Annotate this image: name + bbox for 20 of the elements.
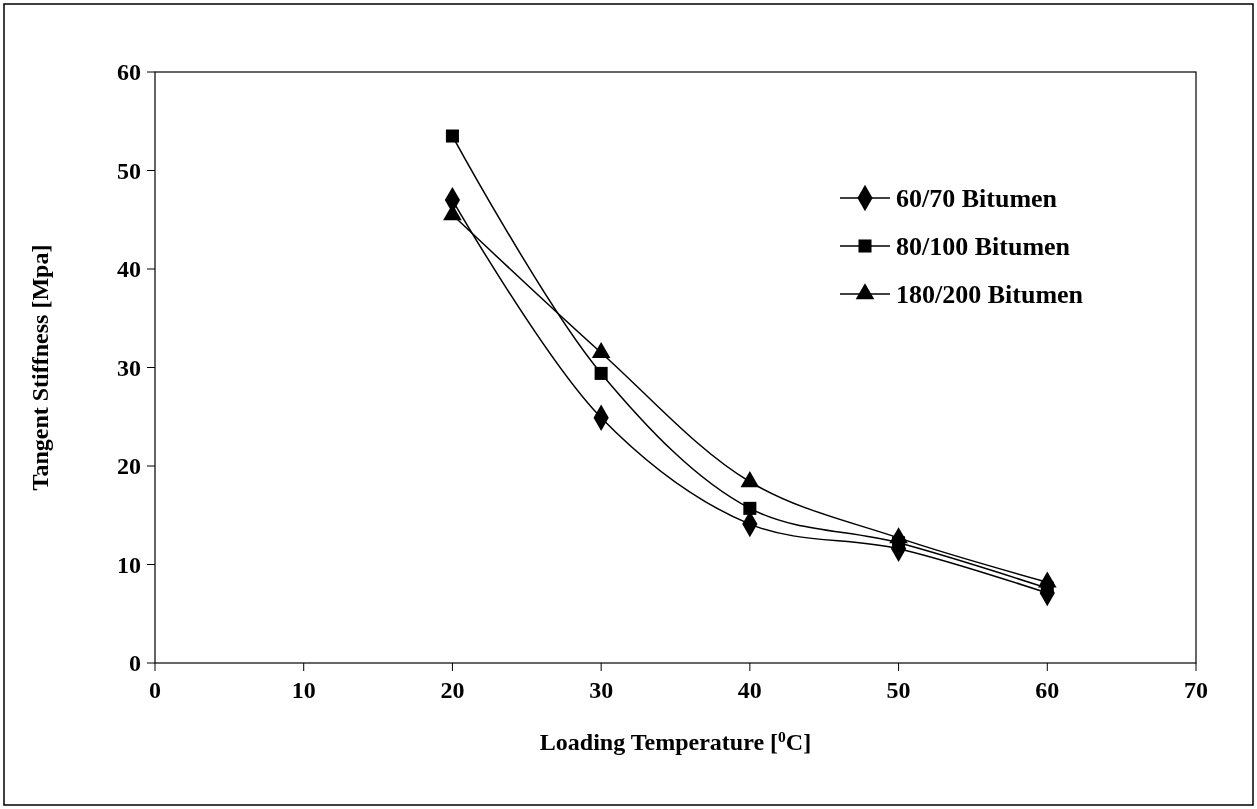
x-tick-label: 50 (886, 677, 911, 703)
x-tick-label: 0 (149, 677, 161, 703)
y-tick-label: 10 (117, 551, 141, 578)
y-axis-title: Tangent Stiffness [Mpa] (27, 244, 53, 491)
x-tick-label: 40 (737, 677, 762, 703)
y-tick-label: 0 (129, 650, 141, 676)
y-tick-label: 50 (117, 157, 141, 184)
x-tick-label: 30 (589, 677, 614, 703)
x-tick-label: 60 (1035, 677, 1060, 703)
legend-label: 80/100 Bitumen (896, 231, 1071, 261)
x-tick-label: 20 (440, 677, 465, 703)
y-tick-label: 40 (117, 256, 141, 282)
y-tick-label: 20 (117, 453, 141, 479)
y-tick-label: 30 (117, 354, 141, 381)
x-tick-label: 70 (1184, 677, 1208, 703)
x-tick-label: 10 (291, 677, 316, 703)
y-tick-label: 60 (117, 59, 141, 85)
x-axis-title: Loading Temperature [$^{0}$C] (539, 727, 812, 755)
legend-label: 180/200 Bitumen (896, 279, 1084, 309)
legend-label: 60/70 Bitumen (896, 183, 1058, 213)
